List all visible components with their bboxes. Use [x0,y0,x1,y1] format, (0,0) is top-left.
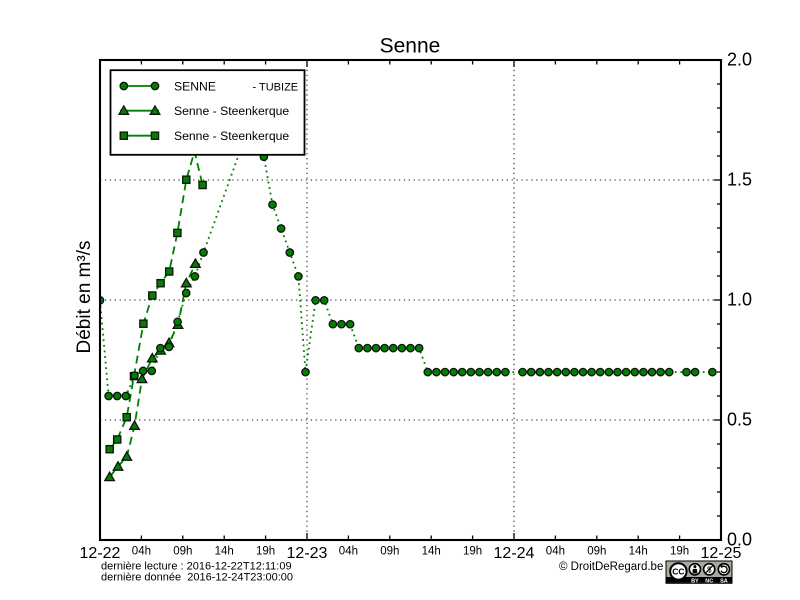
svg-text:19h: 19h [670,546,689,558]
svg-text:04h: 04h [546,546,565,558]
svg-text:© DroitDeRegard.be: © DroitDeRegard.be [559,561,663,573]
svg-text:09h: 09h [380,546,399,558]
svg-text:1.5: 1.5 [727,170,752,190]
svg-text:14h: 14h [629,546,648,558]
svg-text:Débit en m³/s: Débit en m³/s [74,241,95,354]
svg-text:Senne - Steenkerque: Senne - Steenkerque [174,129,289,143]
svg-text:1.0: 1.0 [727,290,752,310]
svg-text:09h: 09h [587,546,606,558]
svg-text:14h: 14h [215,546,234,558]
svg-text:14h: 14h [422,546,441,558]
svg-text:12-23: 12-23 [287,545,328,562]
svg-text:Senne: Senne [380,35,441,58]
svg-text:Senne - Steenkerque: Senne - Steenkerque [174,104,289,118]
svg-text:19h: 19h [463,546,482,558]
svg-text:NC: NC [705,579,713,585]
svg-text:dernière lecture : 2016-12-22T: dernière lecture : 2016-12-22T12:11:09 [101,561,292,573]
svg-text:0.5: 0.5 [727,410,752,430]
svg-text:SENNE: SENNE [174,79,216,93]
svg-text:12-25: 12-25 [701,545,742,562]
svg-text:SA: SA [720,579,728,585]
svg-text:BY: BY [691,579,699,585]
svg-text:12-22: 12-22 [80,545,121,562]
svg-text:09h: 09h [173,546,192,558]
svg-text:04h: 04h [339,546,358,558]
svg-text:19h: 19h [256,546,275,558]
svg-text:04h: 04h [132,546,151,558]
svg-text:CC: CC [672,566,684,576]
svg-text:2.0: 2.0 [727,50,752,70]
svg-text:12-24: 12-24 [494,545,535,562]
svg-text:- TUBIZE: - TUBIZE [253,81,299,93]
svg-text:dernière donnée 2016-12-24T23: dernière donnée 2016-12-24T23:00:00 [101,572,293,584]
svg-text:0.0: 0.0 [727,530,752,550]
